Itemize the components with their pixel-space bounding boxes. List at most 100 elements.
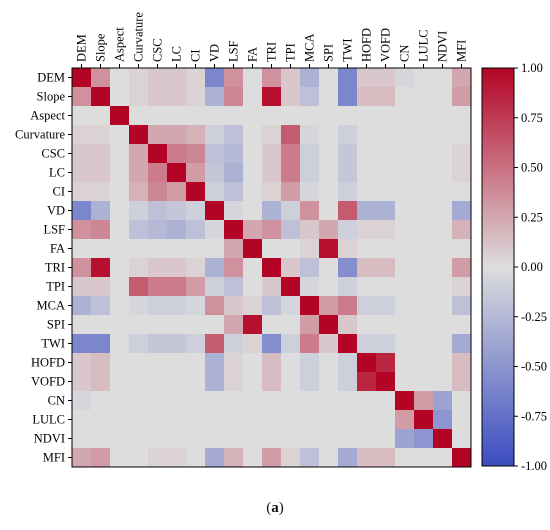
heatmap-cell-lsf-slope [91, 220, 111, 240]
heatmap-cell-vd-cn [395, 201, 415, 221]
heatmap-cell-curvature-ndvi [433, 125, 453, 145]
heatmap-cell-csc-vofd [376, 144, 396, 164]
heatmap-cell-vofd-vd [205, 372, 225, 392]
heatmap-cell-ci-spi [319, 182, 339, 202]
heatmap-cell-tri-lsf [224, 258, 244, 278]
heatmap-cell-aspect-mca [300, 106, 320, 126]
x-tick-label: SPI [322, 44, 336, 62]
heatmap-cell-mca-dem [72, 296, 92, 316]
heatmap-cell-slope-twi [338, 87, 358, 107]
heatmap-cell-slope-mfi [452, 87, 472, 107]
heatmap-cell-slope-dem [72, 87, 92, 107]
heatmap-cell-hofd-csc [148, 353, 168, 373]
heatmap-cell-vofd-lc [167, 372, 187, 392]
heatmap-cell-lsf-csc [148, 220, 168, 240]
heatmap-cell-curvature-tri [262, 125, 282, 145]
heatmap-cell-csc-dem [72, 144, 92, 164]
heatmap-cell-twi-csc [148, 334, 168, 354]
heatmap-cell-tpi-vd [205, 277, 225, 297]
heatmap-cell-lc-ci [186, 163, 206, 183]
heatmap-cell-cn-tri [262, 391, 282, 411]
x-tick-label: MFI [455, 40, 469, 62]
heatmap-cell-mca-twi [338, 296, 358, 316]
y-tick-label: LC [49, 166, 65, 180]
heatmap-cell-tpi-ndvi [433, 277, 453, 297]
heatmap-cell-tpi-ci [186, 277, 206, 297]
x-tick-label: Curvature [132, 12, 146, 62]
colorbar-ticks: 1.00 0.75 0.50 0.25 0.00 -0.25 -0.50 -0.75 -1.00 [514, 61, 547, 473]
heatmap-cell-lc-tpi [281, 163, 301, 183]
heatmap-cell-tpi-curvature [129, 277, 149, 297]
colorbar-tick-label: -0.25 [521, 310, 547, 324]
heatmap-cell-lsf-hofd [357, 220, 377, 240]
heatmap-cell-ci-tri [262, 182, 282, 202]
y-tick-label: MFI [43, 451, 65, 465]
heatmap-cell-spi-curvature [129, 315, 149, 335]
heatmap-cell-fa-dem [72, 239, 92, 259]
heatmap-cell-csc-tri [262, 144, 282, 164]
heatmap-cell-dem-twi [338, 68, 358, 88]
heatmap-cell-spi-dem [72, 315, 92, 335]
heatmap-cell-dem-mca [300, 68, 320, 88]
heatmap-cell-mfi-mca [300, 448, 320, 468]
heatmap-cell-dem-slope [91, 68, 111, 88]
heatmap-cell-cn-hofd [357, 391, 377, 411]
heatmap-cell-tri-spi [319, 258, 339, 278]
heatmap-cell-hofd-tri [262, 353, 282, 373]
heatmap-cell-lsf-curvature [129, 220, 149, 240]
heatmap-cell-lulc-mca [300, 410, 320, 430]
heatmap-cell-mfi-csc [148, 448, 168, 468]
heatmap-cell-spi-ndvi [433, 315, 453, 335]
heatmap-cell-spi-tpi [281, 315, 301, 335]
heatmap-cell-aspect-twi [338, 106, 358, 126]
heatmap-cell-slope-ci [186, 87, 206, 107]
heatmap-cell-hofd-lulc [414, 353, 434, 373]
heatmap-cell-spi-mca [300, 315, 320, 335]
colorbar-tick-label: 0.25 [521, 210, 543, 224]
heatmap-cell-vofd-vofd [376, 372, 396, 392]
heatmap-cell-spi-vofd [376, 315, 396, 335]
heatmap-cell-dem-lc [167, 68, 187, 88]
heatmap-cell-ci-twi [338, 182, 358, 202]
heatmap-cell-mca-tpi [281, 296, 301, 316]
heatmap-cell-aspect-dem [72, 106, 92, 126]
heatmap-cell-dem-ci [186, 68, 206, 88]
heatmap-cell-csc-tpi [281, 144, 301, 164]
heatmap-cell-mfi-lc [167, 448, 187, 468]
heatmap-cell-hofd-ndvi [433, 353, 453, 373]
heatmap-cell-mca-curvature [129, 296, 149, 316]
heatmap-cell-curvature-tpi [281, 125, 301, 145]
heatmap-cell-cn-lulc [414, 391, 434, 411]
heatmap-cell-mca-tri [262, 296, 282, 316]
x-tick-label: CI [189, 50, 203, 63]
heatmap-cell-spi-csc [148, 315, 168, 335]
heatmap-cell-mca-aspect [110, 296, 130, 316]
colorbar-tick-label: -1.00 [521, 459, 547, 473]
heatmap-cell-hofd-twi [338, 353, 358, 373]
heatmap-cell-dem-csc [148, 68, 168, 88]
heatmap-cell-lsf-ci [186, 220, 206, 240]
heatmap-cell-hofd-vd [205, 353, 225, 373]
y-tick-label: VD [47, 204, 65, 218]
heatmap-cell-lsf-mfi [452, 220, 472, 240]
heatmap-cell-aspect-cn [395, 106, 415, 126]
heatmap-cell-ci-lulc [414, 182, 434, 202]
heatmap-cell-tri-ci [186, 258, 206, 278]
heatmap-cell-fa-mfi [452, 239, 472, 259]
heatmap-cell-mca-mca [300, 296, 320, 316]
heatmap-cell-fa-lsf [224, 239, 244, 259]
heatmap-cell-hofd-spi [319, 353, 339, 373]
heatmap-cell-slope-csc [148, 87, 168, 107]
heatmap-cell-vd-fa [243, 201, 263, 221]
heatmap-cell-lsf-lsf [224, 220, 244, 240]
heatmap-cell-curvature-curvature [129, 125, 149, 145]
heatmap-cell-ci-tpi [281, 182, 301, 202]
heatmap-cell-vd-csc [148, 201, 168, 221]
heatmap-cell-hofd-curvature [129, 353, 149, 373]
y-tick-label: LSF [43, 223, 65, 237]
heatmap-cell-dem-cn [395, 68, 415, 88]
colorbar-tick-label: 0.00 [521, 260, 543, 274]
heatmap-cell-spi-ci [186, 315, 206, 335]
heatmap-cell-vd-spi [319, 201, 339, 221]
heatmap-cell-csc-csc [148, 144, 168, 164]
